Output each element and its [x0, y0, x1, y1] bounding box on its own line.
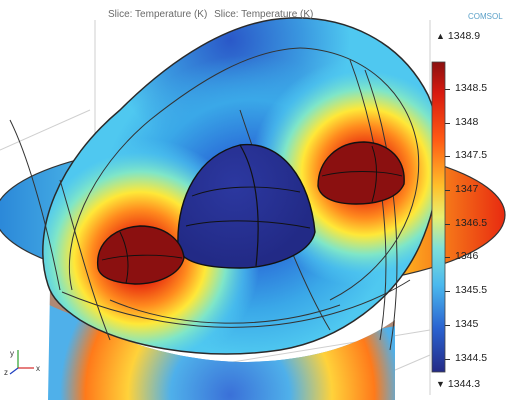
colorbar-min: ▼ 1344.3 [436, 378, 480, 390]
colorbar-min-value: 1344.3 [447, 378, 481, 390]
hot-dome-right [317, 141, 405, 205]
colorbar-tick-mark [445, 257, 450, 259]
comsol-logo: COMSOL [468, 12, 503, 21]
colorbar-tick-mark [445, 358, 450, 360]
dome-band [185, 220, 311, 229]
dome-band-2 [191, 186, 301, 197]
colorbar-tick-mark [445, 223, 450, 225]
axis-x-label: x [36, 364, 40, 373]
hot-dome-right-band [321, 171, 403, 177]
min-triangle-icon: ▼ [436, 379, 445, 389]
colorbar-tick-mark [445, 88, 450, 90]
hot-dome-left-band [101, 254, 183, 261]
hot-dome-left-seam [119, 231, 129, 284]
plot-title-1: Slice: Temperature (K) [108, 9, 208, 20]
colorbar-max-value: 1348.9 [447, 30, 481, 42]
colorbar [431, 61, 446, 373]
axes-triad: y x z [4, 349, 40, 376]
colorbar-tick-label: 1345 [455, 317, 479, 330]
colorbar-tick-label: 1347.5 [455, 149, 488, 162]
colorbar-tick-label: 1345.5 [455, 284, 488, 297]
colorbar-max: ▲ 1348.9 [436, 30, 480, 42]
colorbar-tick-label: 1347 [455, 183, 479, 196]
colorbar-tick-label: 1346.5 [455, 216, 488, 229]
cold-center-dome [177, 143, 316, 269]
hot-dome-right-seam [371, 145, 377, 203]
colorbar-tick-label: 1344.5 [455, 351, 488, 364]
colorbar-tick-mark [445, 156, 450, 158]
colorbar-tick-label: 1348 [455, 115, 479, 128]
colorbar-tick-mark [445, 324, 450, 326]
colorbar-tick-mark [445, 291, 450, 293]
axis-y-label: y [10, 349, 14, 358]
colorbar-tick-mark [445, 190, 450, 192]
colorbar-tick-mark [445, 122, 450, 124]
max-triangle-icon: ▲ [436, 31, 445, 41]
plot-title: Slice: Temperature (K) Slice: Temperatur… [108, 9, 317, 20]
colorbar-tick-label: 1348.5 [455, 81, 488, 94]
colorbar-tick-label: 1346 [455, 250, 479, 263]
dome-seam [239, 144, 259, 267]
plot-title-2: Slice: Temperature (K) [214, 9, 314, 20]
axis-z-label: z [4, 368, 8, 376]
